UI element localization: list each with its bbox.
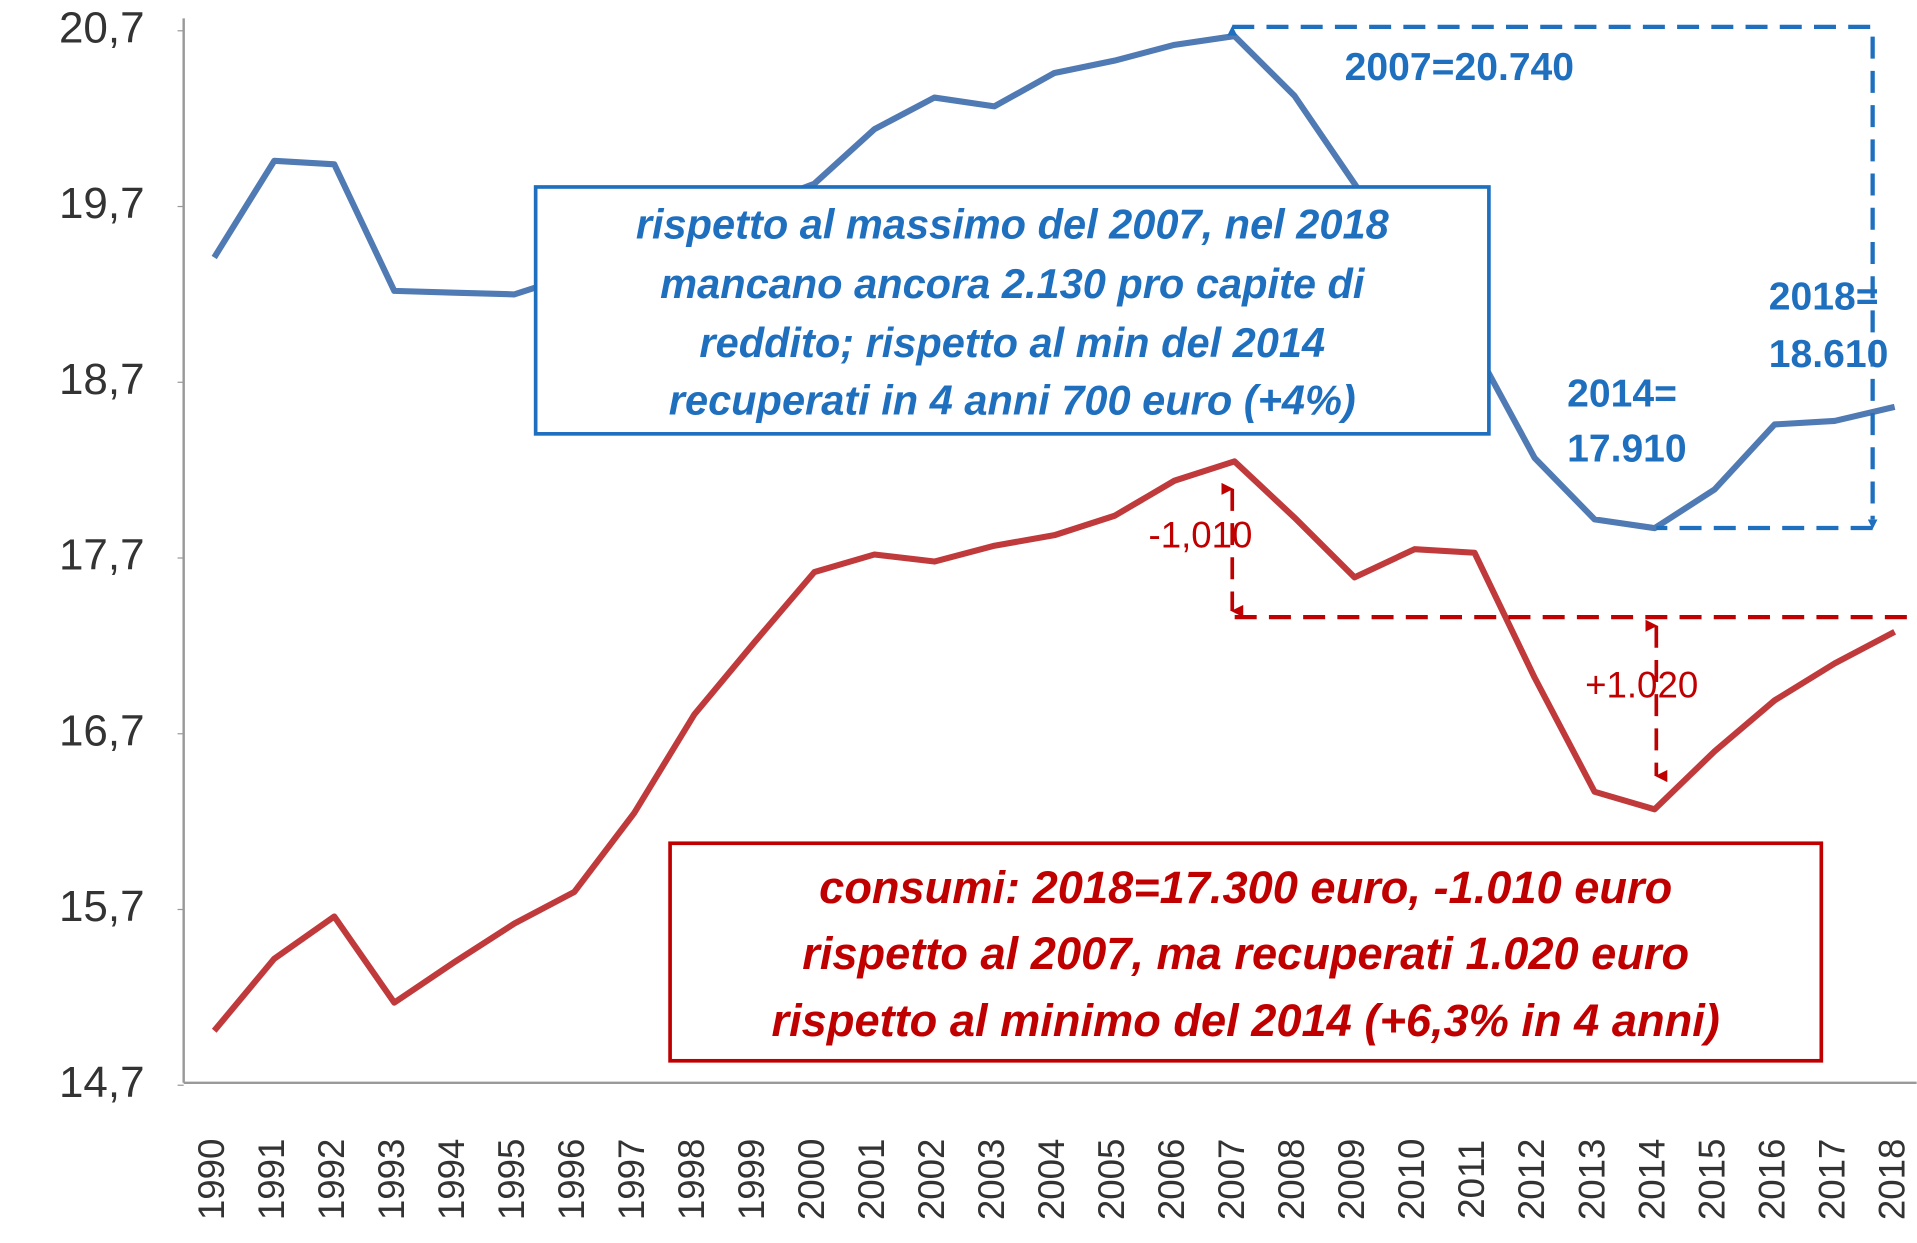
- annotation: 2014=: [1567, 372, 1677, 415]
- x-tick-label: 1998: [671, 1139, 712, 1221]
- x-tick-label: 1996: [551, 1139, 592, 1221]
- x-tick-label: 2002: [911, 1139, 952, 1221]
- x-tick-label: 2003: [971, 1139, 1012, 1221]
- annotation: consumi: 2018=17.300 euro, -1.010 euro: [819, 862, 1672, 913]
- series-line: [211, 458, 1897, 1033]
- consumption-box: [668, 841, 1824, 1063]
- y-tick-label: 15,7: [59, 882, 145, 931]
- annotation: 2007=20.740: [1345, 46, 1574, 89]
- annotation: 2018=: [1769, 276, 1879, 319]
- annotation: recuperati in 4 anni 700 euro (+4%): [669, 376, 1356, 423]
- x-tick-label: 1997: [611, 1139, 652, 1221]
- annotation: 18.610: [1769, 333, 1889, 376]
- x-tick-label: 1993: [371, 1139, 412, 1221]
- annotation: reddito; rispetto al min del 2014: [699, 319, 1325, 366]
- x-tick-label: 2010: [1391, 1139, 1432, 1221]
- x-tick-label: 1995: [491, 1139, 532, 1221]
- x-tick-label: 2001: [851, 1139, 892, 1221]
- x-tick-label: 1990: [191, 1139, 232, 1221]
- x-tick-label: 2015: [1691, 1139, 1732, 1221]
- x-tick-label: 2017: [1811, 1139, 1852, 1221]
- y-tick-label: 19,7: [59, 179, 145, 228]
- annotation: +1.020: [1585, 665, 1698, 706]
- x-tick-label: 2011: [1451, 1140, 1492, 1219]
- x-tick-label: 2006: [1151, 1139, 1192, 1221]
- annotation: rispetto al massimo del 2007, nel 2018: [636, 200, 1390, 247]
- x-tick-label: 2004: [1031, 1139, 1072, 1221]
- y-tick-label: 16,7: [59, 706, 145, 755]
- x-tick-label: 2000: [791, 1139, 832, 1221]
- x-tick-label: 2014: [1631, 1139, 1672, 1221]
- dashed-guides: [1221, 24, 1917, 783]
- annotation: rispetto al 2007, ma recuperati 1.020 eu…: [802, 928, 1689, 979]
- y-tick-label: 18,7: [59, 355, 145, 404]
- annotation: -1,010: [1149, 514, 1253, 555]
- annotation: 17.910: [1567, 427, 1687, 470]
- income-box: [533, 185, 1491, 436]
- y-tick-label: 17,7: [59, 531, 145, 580]
- x-tick-label: 2007: [1211, 1139, 1252, 1221]
- x-tick-label: 2008: [1271, 1139, 1312, 1221]
- x-tick-label: 2012: [1511, 1139, 1552, 1221]
- x-tick-label: 2016: [1751, 1139, 1792, 1221]
- x-tick-label: 1994: [431, 1139, 472, 1221]
- x-tick-label: 2005: [1091, 1139, 1132, 1221]
- x-tick-label: 2009: [1331, 1139, 1372, 1221]
- x-tick-label: 2018: [1871, 1139, 1912, 1221]
- annotation: rispetto al minimo del 2014 (+6,3% in 4 …: [772, 995, 1720, 1046]
- x-tick-label: 2013: [1571, 1139, 1612, 1221]
- y-tick-label: 14,7: [59, 1058, 145, 1107]
- x-tick-label: 1991: [251, 1139, 292, 1221]
- x-tick-label: 1999: [731, 1139, 772, 1221]
- series-line: [211, 33, 1896, 532]
- annotation: mancano ancora 2.130 pro capite di: [660, 260, 1366, 307]
- x-tick-label: 1992: [311, 1139, 352, 1221]
- y-tick-label: 20,7: [59, 3, 145, 52]
